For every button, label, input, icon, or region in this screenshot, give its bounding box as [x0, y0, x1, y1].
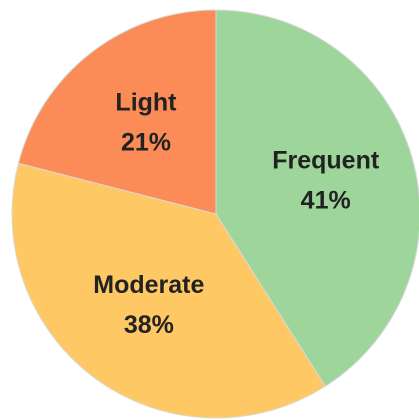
- pie-slice: [215, 9, 419, 387]
- slice-label: Moderate: [93, 271, 204, 299]
- pie-slice: [11, 162, 326, 419]
- slice-label: Light: [115, 88, 177, 116]
- slice-value-label: 21%: [121, 128, 171, 156]
- slice-value-label: 41%: [301, 187, 351, 215]
- slice-label: Frequent: [272, 147, 380, 175]
- slice-value-label: 38%: [124, 311, 174, 339]
- pie-slice: [17, 9, 217, 215]
